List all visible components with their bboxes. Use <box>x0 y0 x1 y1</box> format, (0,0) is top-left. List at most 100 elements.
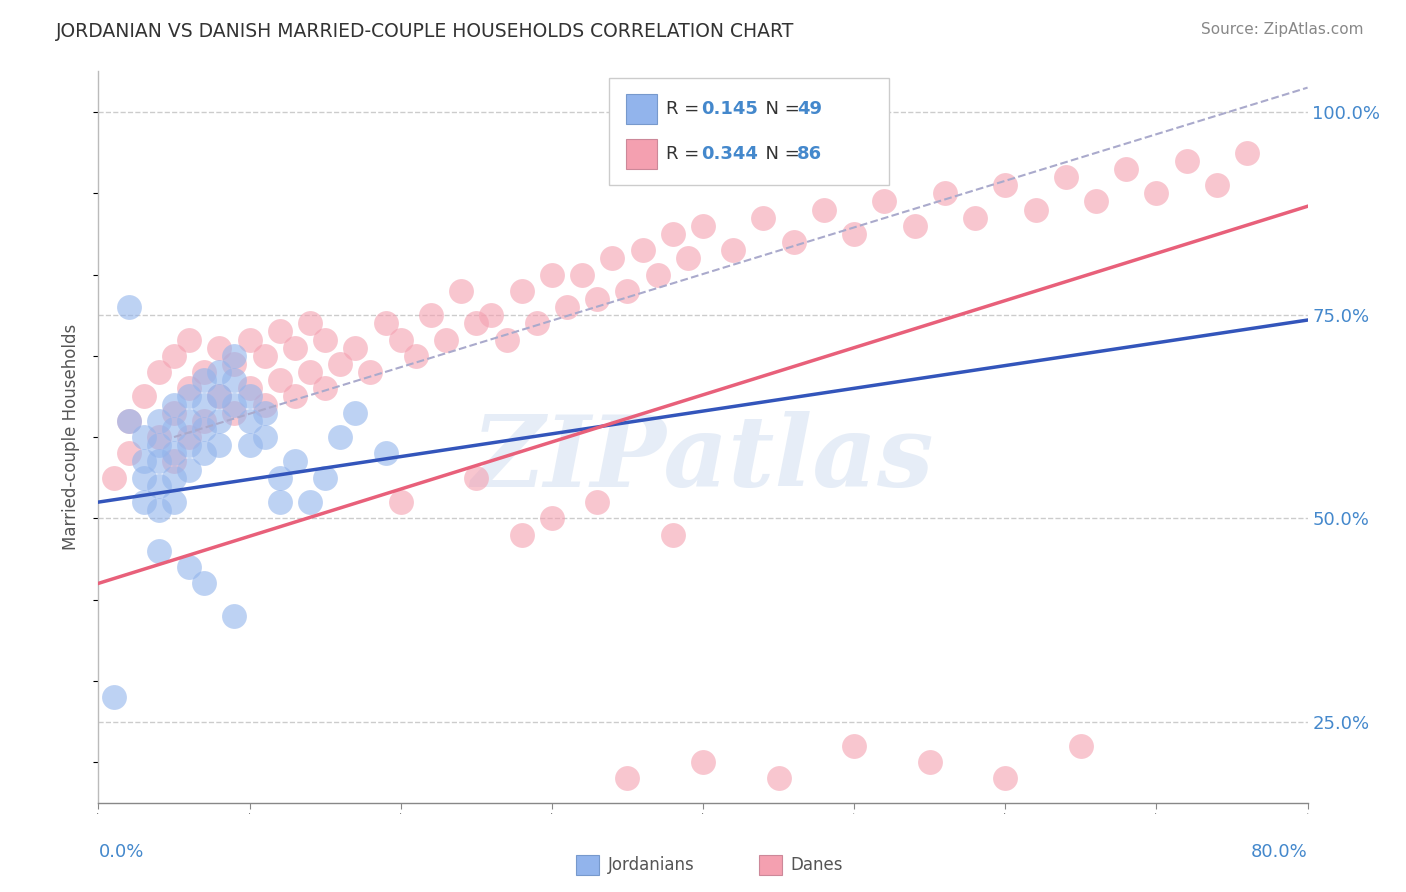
Point <box>1115 161 1137 176</box>
Point <box>495 333 517 347</box>
Text: 86: 86 <box>797 145 823 163</box>
Point <box>314 381 336 395</box>
Point <box>783 235 806 249</box>
Point <box>405 349 427 363</box>
Point <box>179 438 201 452</box>
Point <box>193 446 215 460</box>
Point <box>934 186 956 201</box>
Point <box>1144 186 1167 201</box>
Point <box>389 495 412 509</box>
Text: 0.0%: 0.0% <box>98 843 143 861</box>
Point <box>284 454 307 468</box>
Point <box>1085 194 1108 209</box>
Point <box>103 690 125 705</box>
Point <box>163 471 186 485</box>
Point <box>994 772 1017 786</box>
Text: Source: ZipAtlas.com: Source: ZipAtlas.com <box>1201 22 1364 37</box>
Point <box>118 414 141 428</box>
Point <box>239 414 262 428</box>
Point <box>284 341 307 355</box>
Point <box>904 219 927 233</box>
Point <box>224 608 246 623</box>
Point <box>239 389 262 403</box>
Point <box>163 398 186 412</box>
Point <box>299 365 322 379</box>
Point <box>193 373 215 387</box>
Point <box>179 381 201 395</box>
Point <box>224 373 246 387</box>
Point <box>450 284 472 298</box>
Text: R =: R = <box>666 100 706 118</box>
Point <box>1175 153 1198 168</box>
Point <box>148 438 170 452</box>
Point <box>374 316 396 330</box>
Point <box>374 446 396 460</box>
Point <box>299 316 322 330</box>
Point <box>193 576 215 591</box>
Point <box>918 755 941 769</box>
Point <box>179 560 201 574</box>
Point <box>314 333 336 347</box>
Text: N =: N = <box>754 100 806 118</box>
Point <box>1206 178 1229 193</box>
Point <box>844 227 866 241</box>
Text: N =: N = <box>754 145 806 163</box>
Point <box>299 495 322 509</box>
Point <box>224 406 246 420</box>
Y-axis label: Married-couple Households: Married-couple Households <box>62 324 80 550</box>
Point <box>179 333 201 347</box>
Point <box>193 365 215 379</box>
Text: ZIPatlas: ZIPatlas <box>472 411 934 508</box>
Point <box>510 527 533 541</box>
Point <box>844 739 866 753</box>
Point <box>360 365 382 379</box>
Point <box>148 479 170 493</box>
Point <box>481 308 503 322</box>
Point <box>344 406 367 420</box>
Text: Danes: Danes <box>790 856 842 874</box>
Text: JORDANIAN VS DANISH MARRIED-COUPLE HOUSEHOLDS CORRELATION CHART: JORDANIAN VS DANISH MARRIED-COUPLE HOUSE… <box>56 22 794 41</box>
Point <box>103 471 125 485</box>
Point <box>676 252 699 266</box>
Point <box>540 511 562 525</box>
Point <box>148 544 170 558</box>
Point <box>253 398 276 412</box>
Point <box>329 430 352 444</box>
Point <box>434 333 457 347</box>
Point <box>224 349 246 363</box>
Point <box>163 454 186 468</box>
Point <box>284 389 307 403</box>
Point <box>118 414 141 428</box>
Point <box>1024 202 1046 217</box>
Point <box>163 406 186 420</box>
Point <box>239 438 262 452</box>
Point <box>148 430 170 444</box>
Point <box>631 243 654 257</box>
Point <box>132 471 155 485</box>
Point <box>208 365 231 379</box>
Point <box>602 252 624 266</box>
Point <box>208 438 231 452</box>
Point <box>148 365 170 379</box>
Text: 80.0%: 80.0% <box>1251 843 1308 861</box>
Point <box>269 373 291 387</box>
Text: Jordanians: Jordanians <box>607 856 695 874</box>
Point <box>193 422 215 436</box>
Point <box>193 398 215 412</box>
Point <box>208 341 231 355</box>
Point <box>616 772 638 786</box>
Text: R =: R = <box>666 145 706 163</box>
Point <box>163 446 186 460</box>
Point <box>965 211 987 225</box>
Point <box>132 454 155 468</box>
Point <box>420 308 443 322</box>
Point <box>1054 169 1077 184</box>
Point <box>661 227 683 241</box>
Point <box>723 243 745 257</box>
Point <box>163 422 186 436</box>
Point <box>179 430 201 444</box>
Point <box>179 462 201 476</box>
Point <box>239 333 262 347</box>
Point <box>465 316 488 330</box>
Text: 49: 49 <box>797 100 823 118</box>
